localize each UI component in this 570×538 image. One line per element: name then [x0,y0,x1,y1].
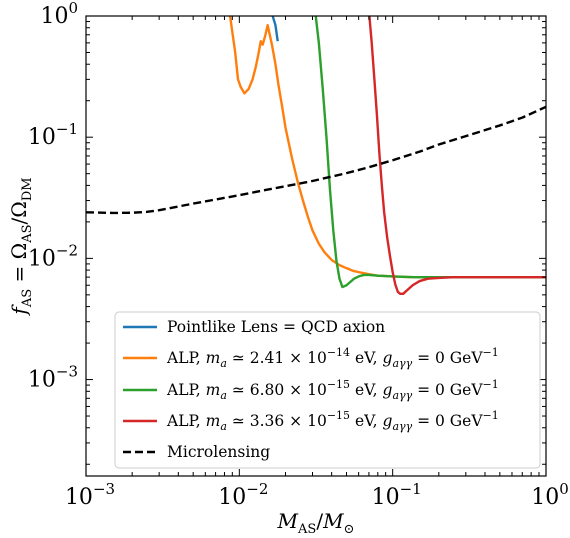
y-tick-label: 10−1 [28,120,78,150]
y-tick-label: 100 [40,0,78,29]
plot-frame [85,15,547,477]
legend-label-microlensing: Microlensing [167,443,270,461]
series-line-2 [314,16,546,289]
series-line-3 [368,16,546,296]
legend: Pointlike Lens = QCD axion ALP, ma ≃ 2.4… [114,311,541,469]
y-tick-label: 10−2 [28,241,78,271]
x-axis-label: MAS/M⊙ [277,509,355,537]
ticks-layer [85,15,547,476]
tick-labels: 10−3 10−2 10−1 100 10−3 10−2 10−1 100 [28,0,569,510]
series-layer [86,16,546,296]
series-line-4 [86,105,546,215]
legend-box [114,311,541,469]
x-tick-label: 10−1 [372,480,422,510]
y-axis-label: fAS = ΩAS/ΩDM [7,177,35,316]
x-tick-label: 100 [531,480,569,510]
x-tick-label: 10−2 [218,480,268,510]
legend-label-pointlike: Pointlike Lens = QCD axion [167,318,385,336]
series-line-0 [271,16,279,42]
y-tick-label: 10−3 [28,363,78,393]
x-tick-label: 10−3 [65,480,115,510]
